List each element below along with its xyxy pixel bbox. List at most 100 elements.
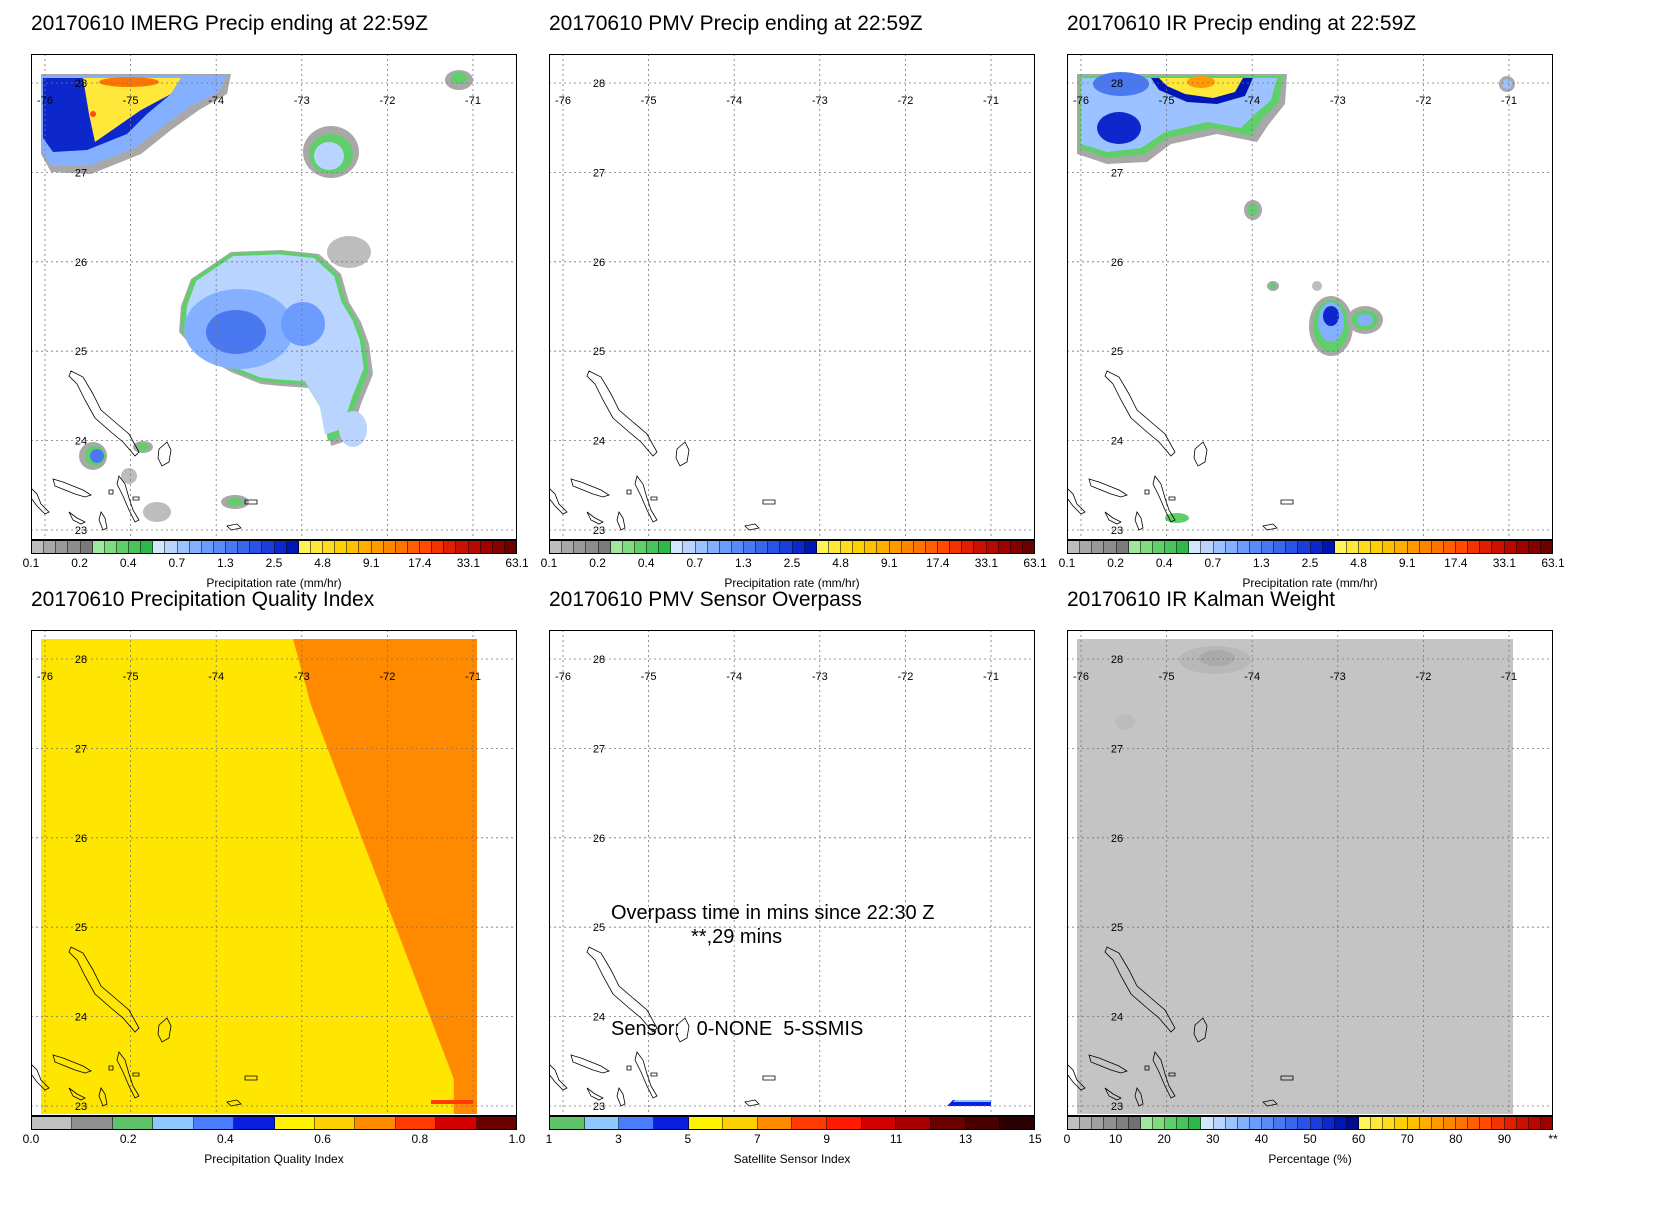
lon-label: -74 xyxy=(208,671,224,683)
lat-label: 25 xyxy=(593,346,605,358)
colorbar-swatch xyxy=(1286,1117,1299,1129)
coastline xyxy=(616,1087,626,1107)
colorbar-swatch xyxy=(889,541,902,553)
colorbar-tick-label: 1.3 xyxy=(1253,556,1270,570)
lon-label: -74 xyxy=(208,95,224,107)
precip-area xyxy=(327,236,371,268)
coastline xyxy=(52,1054,92,1074)
lat-label: 27 xyxy=(593,743,605,755)
coastline xyxy=(1144,489,1150,495)
colorbar-swatch xyxy=(1237,1117,1250,1129)
panel-imerg: 20170610 IMERG Precip ending at 22:59Z -7… xyxy=(23,12,551,612)
colorbar-tick-label: 30 xyxy=(1206,1132,1220,1146)
coastline xyxy=(132,1072,140,1077)
colorbar-swatch xyxy=(238,541,251,553)
colorbar-swatch xyxy=(1213,1117,1226,1129)
colorbar-swatch xyxy=(1189,541,1202,553)
lon-label: -74 xyxy=(1244,671,1260,683)
colorbar-swatch xyxy=(659,541,672,553)
lon-label: -76 xyxy=(555,671,571,683)
colorbar-swatch xyxy=(550,1117,585,1129)
colorbar-swatch xyxy=(407,541,420,553)
colorbar-swatch xyxy=(1201,1117,1214,1129)
colorbar-swatch xyxy=(574,541,587,553)
colorbar-swatch xyxy=(901,541,914,553)
colorbar-swatch xyxy=(757,1117,793,1129)
coastline xyxy=(1104,511,1122,525)
colorbar-swatch xyxy=(756,541,769,553)
panel-title: 20170610 IR Precip ending at 22:59Z xyxy=(1067,12,1417,35)
precip-area xyxy=(227,498,243,506)
lat-label: 28 xyxy=(593,654,605,666)
colorbar-swatch xyxy=(1165,541,1178,553)
colorbar-swatch xyxy=(250,541,263,553)
colorbar-swatch xyxy=(335,541,348,553)
map-plot: -76 -75 -74 -73 -72 -71 28 27 26 25 24 23 xyxy=(549,54,1035,540)
precip-area xyxy=(1502,79,1512,89)
colorbar-tick-label: 63.1 xyxy=(505,556,529,570)
colorbar-swatch xyxy=(962,541,975,553)
colorbar-swatch xyxy=(1177,1117,1190,1129)
coastline xyxy=(68,511,86,525)
colorbar-swatch xyxy=(1540,541,1552,553)
colorbar-tick-label: 0.1 xyxy=(22,556,40,570)
colorbar-tick-label: 9 xyxy=(823,1132,831,1146)
coastline xyxy=(116,1051,140,1099)
colorbar-tick-label: 0.0 xyxy=(22,1132,40,1146)
coastline xyxy=(744,523,760,531)
colorbar-swatch xyxy=(476,1117,517,1129)
colorbar-swatch xyxy=(129,541,142,553)
quality-orange xyxy=(293,639,477,1114)
colorbar-swatch xyxy=(104,541,117,553)
colorbar-swatch xyxy=(1528,1117,1541,1129)
colorbar-swatch xyxy=(1152,1117,1165,1129)
coastline xyxy=(634,475,658,523)
lon-label: -71 xyxy=(983,95,999,107)
colorbar-swatch xyxy=(1334,541,1347,553)
colorbar-swatch xyxy=(226,541,239,553)
colorbar-swatch xyxy=(1068,541,1081,553)
lat-label: 27 xyxy=(1111,167,1123,179)
colorbar-tick-label: 0.4 xyxy=(637,556,655,570)
colorbar-swatch xyxy=(671,541,684,553)
colorbar-ticks: 0 10 20 30 40 50 60 70 80 90 ** xyxy=(1064,1132,1558,1146)
coastline xyxy=(68,946,140,1033)
lat-label: 24 xyxy=(1111,1012,1123,1024)
colorbar-swatch xyxy=(804,541,817,553)
map-svg: -76 -75 -74 -73 -72 -71 28 27 26 25 24 23 xyxy=(1067,54,1553,540)
precip-area xyxy=(137,443,149,451)
coastline xyxy=(1262,1099,1278,1107)
colorbar-swatch xyxy=(1492,1117,1505,1129)
colorbar-swatch xyxy=(853,541,866,553)
colorbar-tick-label: 1.0 xyxy=(508,1132,526,1146)
colorbar-swatch xyxy=(792,1117,828,1129)
colorbar-swatch xyxy=(1116,1117,1129,1129)
precip-area xyxy=(143,502,171,522)
lon-label: -71 xyxy=(465,671,481,683)
coastline xyxy=(586,370,658,457)
colorbar-swatch xyxy=(1468,1117,1481,1129)
lat-label: 23 xyxy=(593,1101,605,1113)
colorbar xyxy=(31,1116,517,1130)
colorbar-swatch xyxy=(177,541,190,553)
colorbar-swatch xyxy=(116,541,129,553)
colorbar-swatch xyxy=(1480,1117,1493,1129)
lon-label: -75 xyxy=(1159,671,1175,683)
colorbar-swatch xyxy=(193,1117,235,1129)
colorbar-swatch xyxy=(1419,1117,1432,1129)
coastline xyxy=(1144,1065,1150,1071)
colorbar xyxy=(31,540,517,554)
lon-label: -74 xyxy=(1244,95,1260,107)
colorbar-swatch xyxy=(780,541,793,553)
colorbar-swatch xyxy=(234,1117,275,1129)
colorbar-swatch xyxy=(189,541,202,553)
colorbar-tick-label: 4.8 xyxy=(314,556,331,570)
colorbar-tick-label: 60 xyxy=(1351,1132,1366,1146)
colorbar-swatch xyxy=(32,541,45,553)
lon-label: -71 xyxy=(465,95,481,107)
data-layer xyxy=(947,1100,991,1106)
colorbar-swatch xyxy=(986,541,999,553)
colorbar-swatch xyxy=(1225,1117,1238,1129)
colorbar-swatch xyxy=(1128,1117,1141,1129)
colorbar-tick-label: 15 xyxy=(1028,1132,1042,1146)
